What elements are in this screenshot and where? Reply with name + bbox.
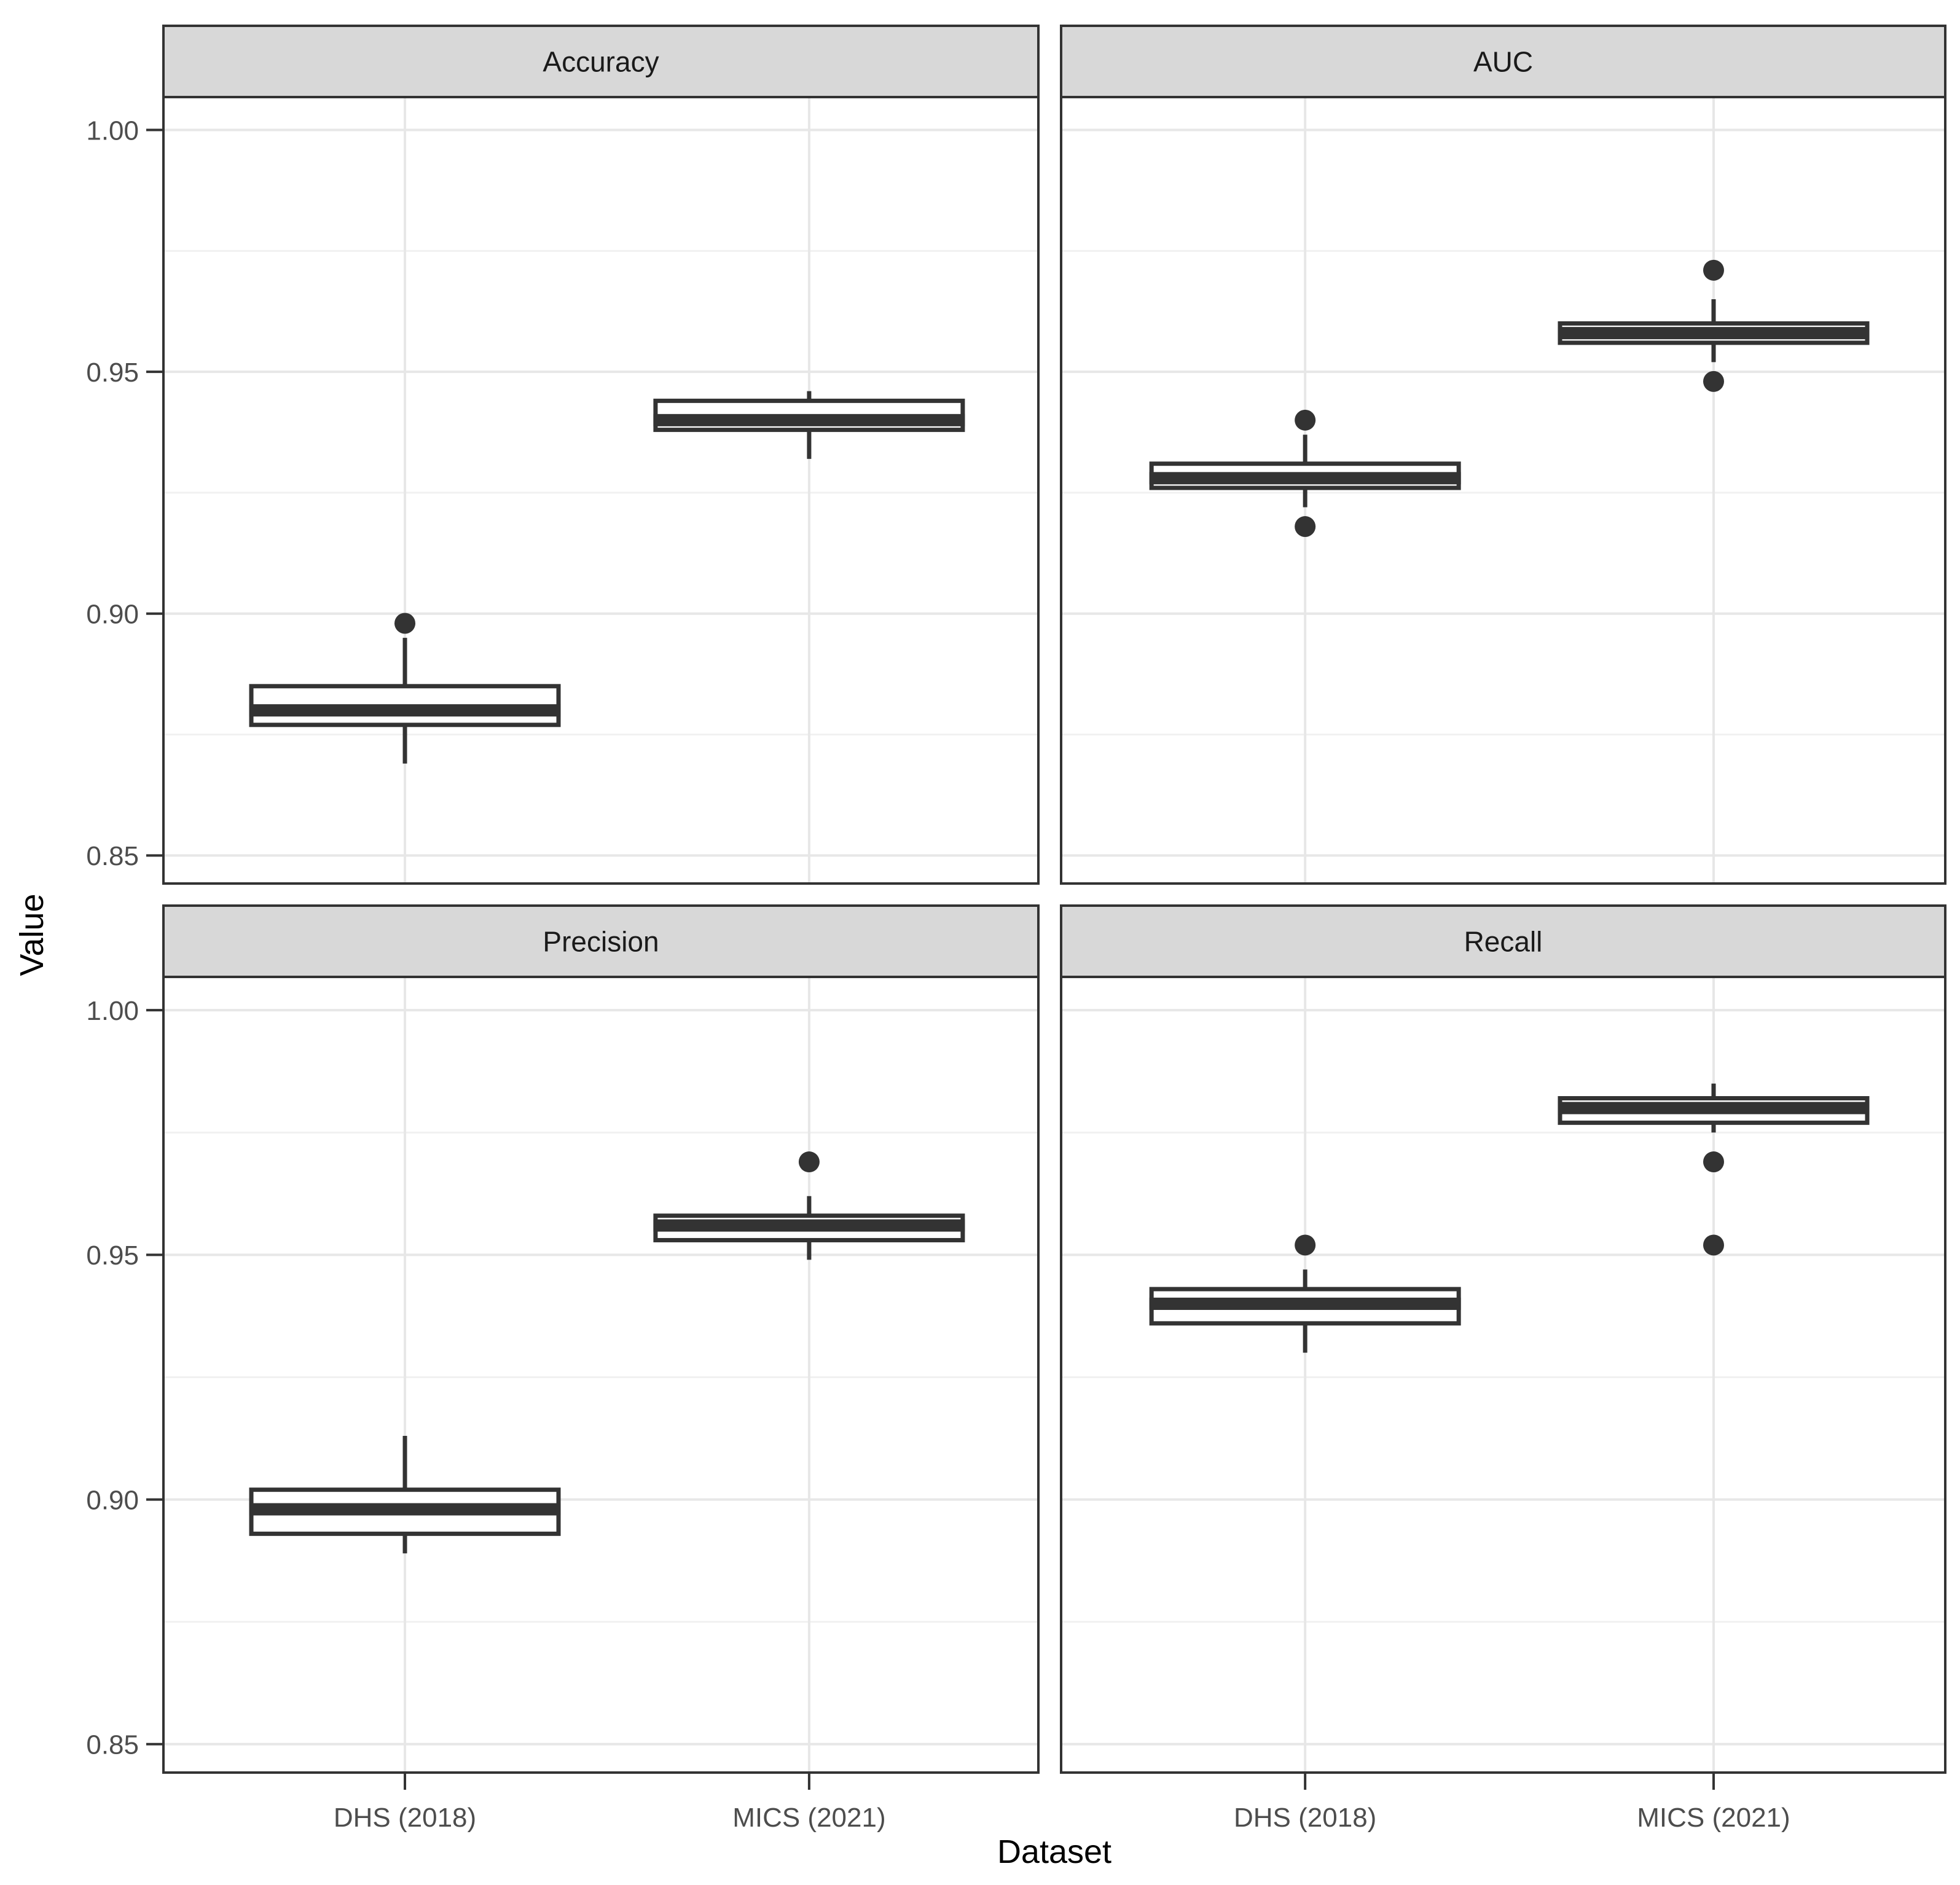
outlier-point xyxy=(1295,516,1316,538)
median-line xyxy=(653,413,965,426)
facet-strip xyxy=(162,904,1040,978)
y-axis-tick-label: 0.90 xyxy=(86,1485,139,1515)
box-auc-mics-2021- xyxy=(1558,259,1870,392)
box-precision-dhs-2018- xyxy=(249,1436,561,1554)
facet-accuracy: Accuracy xyxy=(162,25,1040,885)
median-line xyxy=(653,1219,965,1232)
outlier-point xyxy=(1703,259,1724,281)
facet-strip xyxy=(162,25,1040,98)
y-axis-tick-label: 0.90 xyxy=(86,600,139,630)
median-line xyxy=(1149,472,1461,485)
y-axis-title: Value xyxy=(14,893,50,976)
y-axis-tick-label: 1.00 xyxy=(86,116,139,146)
facet-strip xyxy=(1060,904,1946,978)
median-line xyxy=(1149,1298,1461,1311)
box-recall-mics-2021- xyxy=(1558,1083,1870,1256)
box-accuracy-dhs-2018- xyxy=(249,613,561,764)
panel-background xyxy=(163,977,1038,1773)
facet-strip-label-recall: Recall xyxy=(1464,926,1543,958)
median-line xyxy=(1558,1102,1870,1115)
facet-recall: Recall xyxy=(1060,904,1946,1774)
outlier-point xyxy=(1703,370,1724,392)
x-axis-tick-label: DHS (2018) xyxy=(334,1803,476,1833)
median-line xyxy=(249,704,561,717)
facet-strip-label-precision: Precision xyxy=(543,926,659,958)
outlier-point xyxy=(1295,1234,1316,1256)
median-line xyxy=(1558,327,1870,340)
facet-precision: Precision xyxy=(162,904,1040,1774)
outlier-point xyxy=(1703,1234,1724,1256)
x-axis-title: Dataset xyxy=(997,1833,1111,1870)
y-axis-tick-label: 0.85 xyxy=(86,1730,139,1760)
y-axis-tick-label: 0.95 xyxy=(86,1240,139,1271)
y-axis-tick-label: 0.85 xyxy=(86,841,139,871)
facet-strip xyxy=(1060,25,1946,98)
facet-strip-label-accuracy: Accuracy xyxy=(543,46,659,78)
x-axis-tick-label: MICS (2021) xyxy=(732,1803,885,1833)
panel-background xyxy=(163,97,1038,884)
outlier-point xyxy=(798,1151,820,1173)
outlier-point xyxy=(1295,409,1316,431)
facet-strip-label-auc: AUC xyxy=(1473,46,1533,78)
y-axis-tick-label: 1.00 xyxy=(86,996,139,1026)
x-axis-tick-label: MICS (2021) xyxy=(1637,1803,1790,1833)
box-accuracy-mics-2021- xyxy=(653,391,965,459)
box-auc-dhs-2018- xyxy=(1149,409,1461,538)
x-axis-tick-label: DHS (2018) xyxy=(1234,1803,1376,1833)
panel-background xyxy=(1061,97,1945,884)
y-axis-tick-label: 0.95 xyxy=(86,358,139,388)
box-precision-mics-2021- xyxy=(653,1151,965,1260)
median-line xyxy=(249,1503,561,1516)
outlier-point xyxy=(1703,1151,1724,1173)
outlier-point xyxy=(394,613,416,634)
box-recall-dhs-2018- xyxy=(1149,1234,1461,1353)
facet-auc: AUC xyxy=(1060,25,1946,885)
